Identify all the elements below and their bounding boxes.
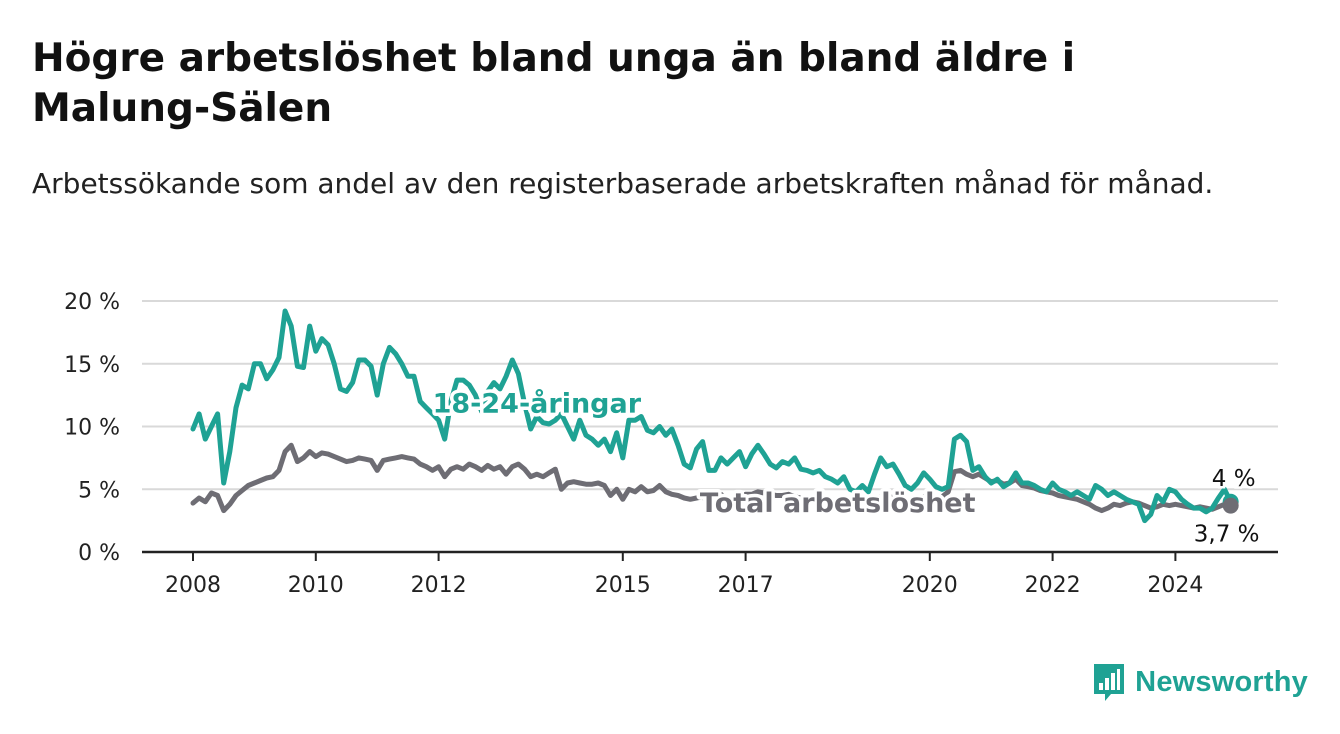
bar-chart-badge-icon [1094,664,1125,701]
chart-subtitle: Arbetssökande som andel av den registerb… [32,167,1214,200]
brand-name: Newsworthy [1135,665,1308,698]
x-tick-label: 2024 [1147,573,1203,598]
y-tick-label: 10 % [64,416,120,441]
series-label-total: Total arbetslöshet [700,488,976,519]
series-line-total [190,442,1234,514]
x-tick-label: 2012 [411,573,467,598]
x-tick-label: 2020 [902,573,958,598]
x-tick-label: 2010 [288,573,344,598]
y-tick-label: 0 % [78,541,120,566]
endpoint-total [1222,497,1239,514]
x-tick-label: 2017 [718,573,774,598]
x-tick-label: 2022 [1025,573,1081,598]
series-label-youth: 18-24-åringar [433,388,642,420]
x-tick-label: 2008 [165,573,221,598]
end-label-youth: 4 % [1212,466,1256,492]
y-tick-label: 5 % [78,478,120,503]
brand-logo: Newsworthy [1091,660,1308,704]
chart-title: Högre arbetslöshet bland unga än bland ä… [32,36,1076,131]
x-tick-label: 2015 [595,573,651,598]
y-tick-label: 20 % [64,290,120,315]
series-line-youth [190,308,1234,524]
end-label-total: 3,7 % [1194,522,1260,548]
y-tick-label: 15 % [64,353,120,378]
